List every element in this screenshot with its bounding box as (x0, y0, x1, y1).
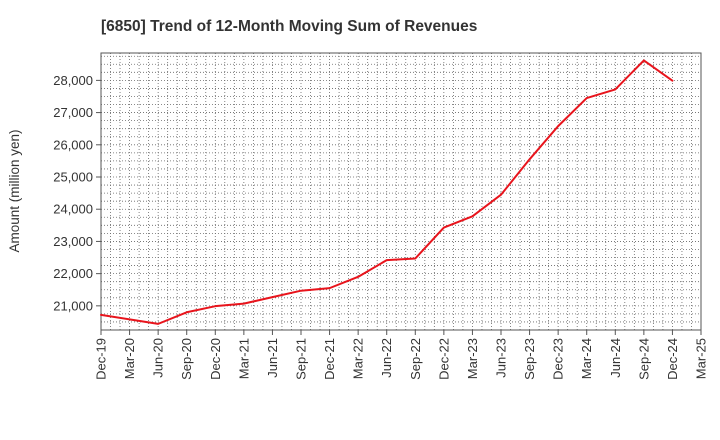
series-layer (100, 59, 674, 325)
x-tick-label: Jun-24 (608, 338, 623, 378)
x-tick-label: Jun-22 (379, 338, 394, 378)
x-tick-label: Dec-22 (436, 338, 451, 380)
y-tick-label: 26,000 (53, 137, 93, 152)
x-tick-label: Mar-23 (465, 338, 480, 379)
y-tick-label: 27,000 (53, 105, 93, 120)
y-axis-ticks: 21,000 22,000 23,000 24,000 25,000 26,000 27,0… (53, 73, 101, 313)
y-tick-label: 23,000 (53, 234, 93, 249)
x-tick-label: Mar-21 (236, 338, 251, 379)
x-tick-label: Dec-23 (551, 338, 566, 380)
series-line (100, 59, 674, 325)
x-tick-label: Sep-20 (179, 338, 194, 380)
x-tick-label: Sep-21 (294, 338, 309, 380)
y-tick-label: 25,000 (53, 170, 93, 185)
y-axis-label: Amount (million yen) (7, 129, 22, 252)
x-tick-label: Sep-22 (408, 338, 423, 380)
x-tick-label: Mar-25 (694, 338, 709, 379)
y-tick-label: 22,000 (53, 266, 93, 281)
x-axis-ticks: Dec-19 Mar-20 Jun-20 Sep-20 Dec-20 Mar-21 Jun-… (94, 330, 709, 380)
x-tick-label: Jun-23 (494, 338, 509, 378)
grid-lines (101, 53, 701, 331)
plot-area-frame (100, 52, 702, 331)
x-tick-label: Jun-21 (265, 338, 280, 378)
x-tick-label: Dec-21 (322, 338, 337, 380)
x-tick-label: Dec-19 (94, 338, 109, 380)
y-tick-label: 21,000 (53, 298, 93, 313)
chart-title: [6850] Trend of 12-Month Moving Sum of R… (101, 18, 477, 35)
x-tick-label: Jun-20 (151, 338, 166, 378)
x-tick-label: Sep-23 (522, 338, 537, 380)
x-tick-label: Mar-24 (579, 338, 594, 379)
x-tick-label: Dec-20 (208, 338, 223, 380)
x-tick-label: Dec-24 (665, 338, 680, 380)
x-tick-label: Sep-24 (636, 338, 651, 380)
y-tick-label: 24,000 (53, 202, 93, 217)
y-tick-label: 28,000 (53, 73, 93, 88)
x-tick-label: Mar-22 (351, 338, 366, 379)
x-tick-label: Mar-20 (122, 338, 137, 379)
